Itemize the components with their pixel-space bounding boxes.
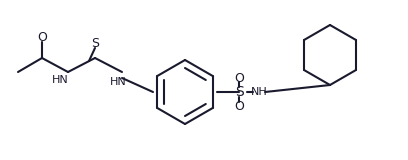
Text: NH: NH <box>251 87 267 97</box>
Text: O: O <box>234 100 244 112</box>
Text: O: O <box>37 31 47 44</box>
Text: O: O <box>234 72 244 84</box>
Text: S: S <box>235 85 244 99</box>
Text: S: S <box>91 36 99 49</box>
Text: HN: HN <box>110 77 126 87</box>
Text: HN: HN <box>52 75 69 85</box>
